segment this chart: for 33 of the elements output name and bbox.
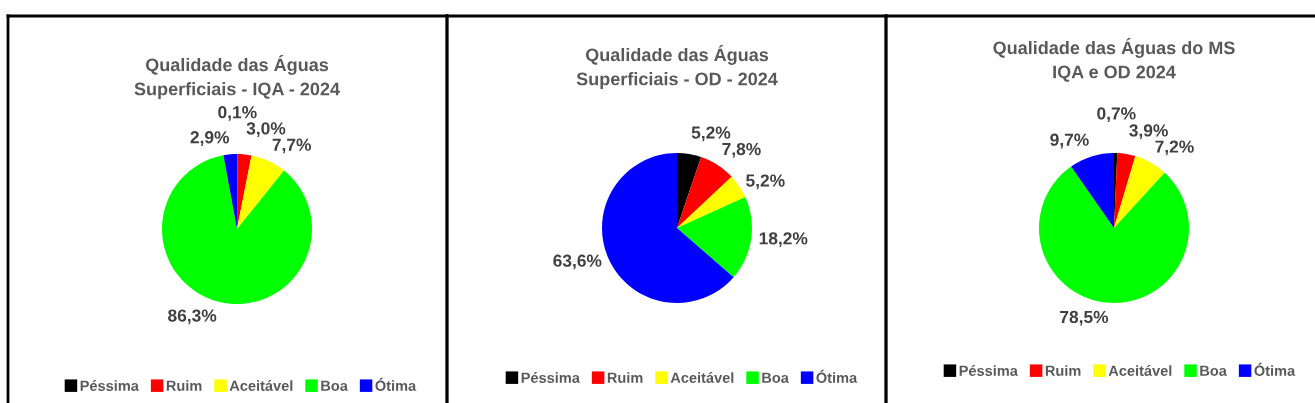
chart-title: Qualidade das Águas do MS IQA e OD 2024 [993,38,1235,82]
legend-label: Ruim [607,372,643,383]
data-label: 3,9% [1129,124,1168,140]
data-label: 7,8% [722,142,761,158]
legend-label: Aceitável [1108,365,1172,376]
legend-label: Boa [1200,365,1227,376]
data-label: 78,5% [1060,310,1109,326]
legend-label: Péssima [80,380,139,391]
legend-label: Ruim [166,380,202,391]
data-label: 7,7% [272,138,312,154]
data-label: 2,9% [190,131,230,146]
data-label: 18,2% [759,232,808,248]
legend-label: Boa [762,372,789,383]
chart-title: Qualidade das Águas Superficiais - OD - 2024 [576,45,778,89]
legend-label: Boa [321,380,348,391]
legend-label: Péssima [959,365,1018,376]
legend-label: Ótima [816,369,858,383]
legend-label: Ótima [375,377,417,391]
data-label: 3,0% [246,122,286,138]
data-label: 63,6% [553,254,602,270]
data-label: 86,3% [168,309,217,325]
data-label: 7,2% [1155,140,1194,156]
data-label: 5,2% [746,174,785,190]
data-label: 0,1% [218,106,257,121]
legend-label: Ruim [1045,365,1081,376]
data-label: 0,7% [1097,107,1136,123]
legend-label: Péssima [521,372,580,383]
legend-label: Aceitável [670,372,734,383]
legend-label: Aceitável [229,380,293,391]
data-label: 9,7% [1050,133,1089,149]
chart-title: Qualidade das Águas Superficiais - IQA - 2024 [134,55,340,99]
data-label: 5,2% [691,126,731,142]
legend-label: Ótima [1254,362,1296,376]
